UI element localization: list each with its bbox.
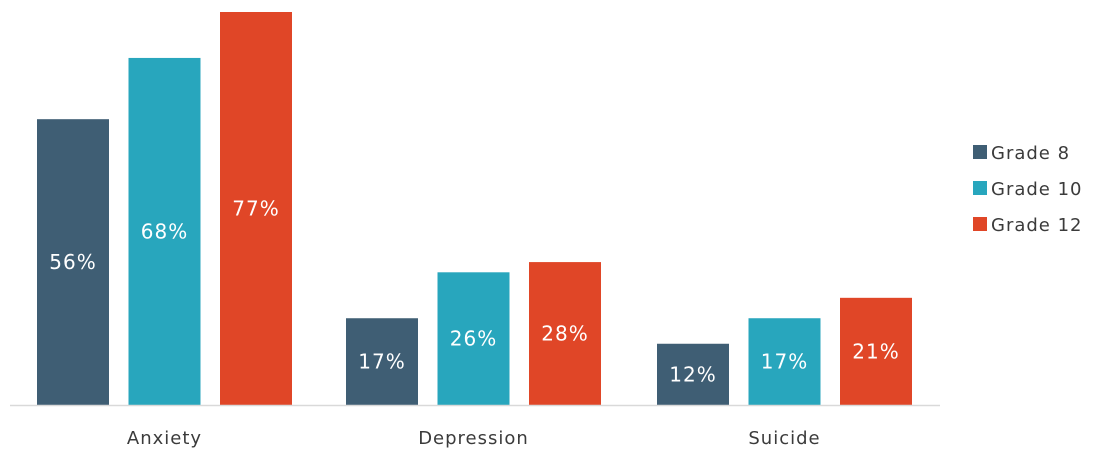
- category-label-depression: Depression: [418, 428, 529, 449]
- data-label: 77%: [232, 197, 279, 221]
- data-label: 12%: [669, 362, 716, 386]
- bar-suicide-grade-12: [840, 297, 912, 405]
- data-label: 26%: [450, 327, 497, 351]
- data-label: 28%: [541, 322, 588, 346]
- data-label: 56%: [49, 250, 96, 274]
- bars-group: 56% 68% 77% 17% 26% 28% 12% 17% 21%: [37, 12, 912, 406]
- legend-label-grade-10: Grade 10: [991, 179, 1083, 200]
- data-label: 68%: [141, 219, 188, 243]
- category-label-suicide: Suicide: [748, 428, 820, 449]
- data-label: 17%: [761, 350, 808, 374]
- category-label-anxiety: Anxiety: [127, 428, 202, 449]
- bar-depression-grade-8: [346, 318, 418, 405]
- bar-suicide-grade-10: [748, 318, 821, 405]
- legend-swatch-grade-8: [973, 145, 987, 159]
- category-labels: Anxiety Depression Suicide: [127, 428, 820, 449]
- legend-swatch-grade-10: [973, 181, 987, 195]
- bar-depression-grade-10: [437, 272, 510, 405]
- legend-label-grade-8: Grade 8: [991, 143, 1070, 164]
- bar-anxiety-grade-12: [220, 12, 292, 405]
- legend: Grade 8 Grade 10 Grade 12: [973, 143, 1083, 236]
- bar-anxiety-grade-8: [37, 119, 109, 405]
- bar-suicide-grade-8: [657, 343, 729, 405]
- bar-depression-grade-12: [529, 262, 601, 405]
- bar-anxiety-grade-10: [128, 57, 201, 406]
- data-label: 17%: [358, 350, 405, 374]
- legend-swatch-grade-12: [973, 217, 987, 231]
- legend-label-grade-12: Grade 12: [991, 215, 1083, 236]
- data-label: 21%: [852, 339, 899, 363]
